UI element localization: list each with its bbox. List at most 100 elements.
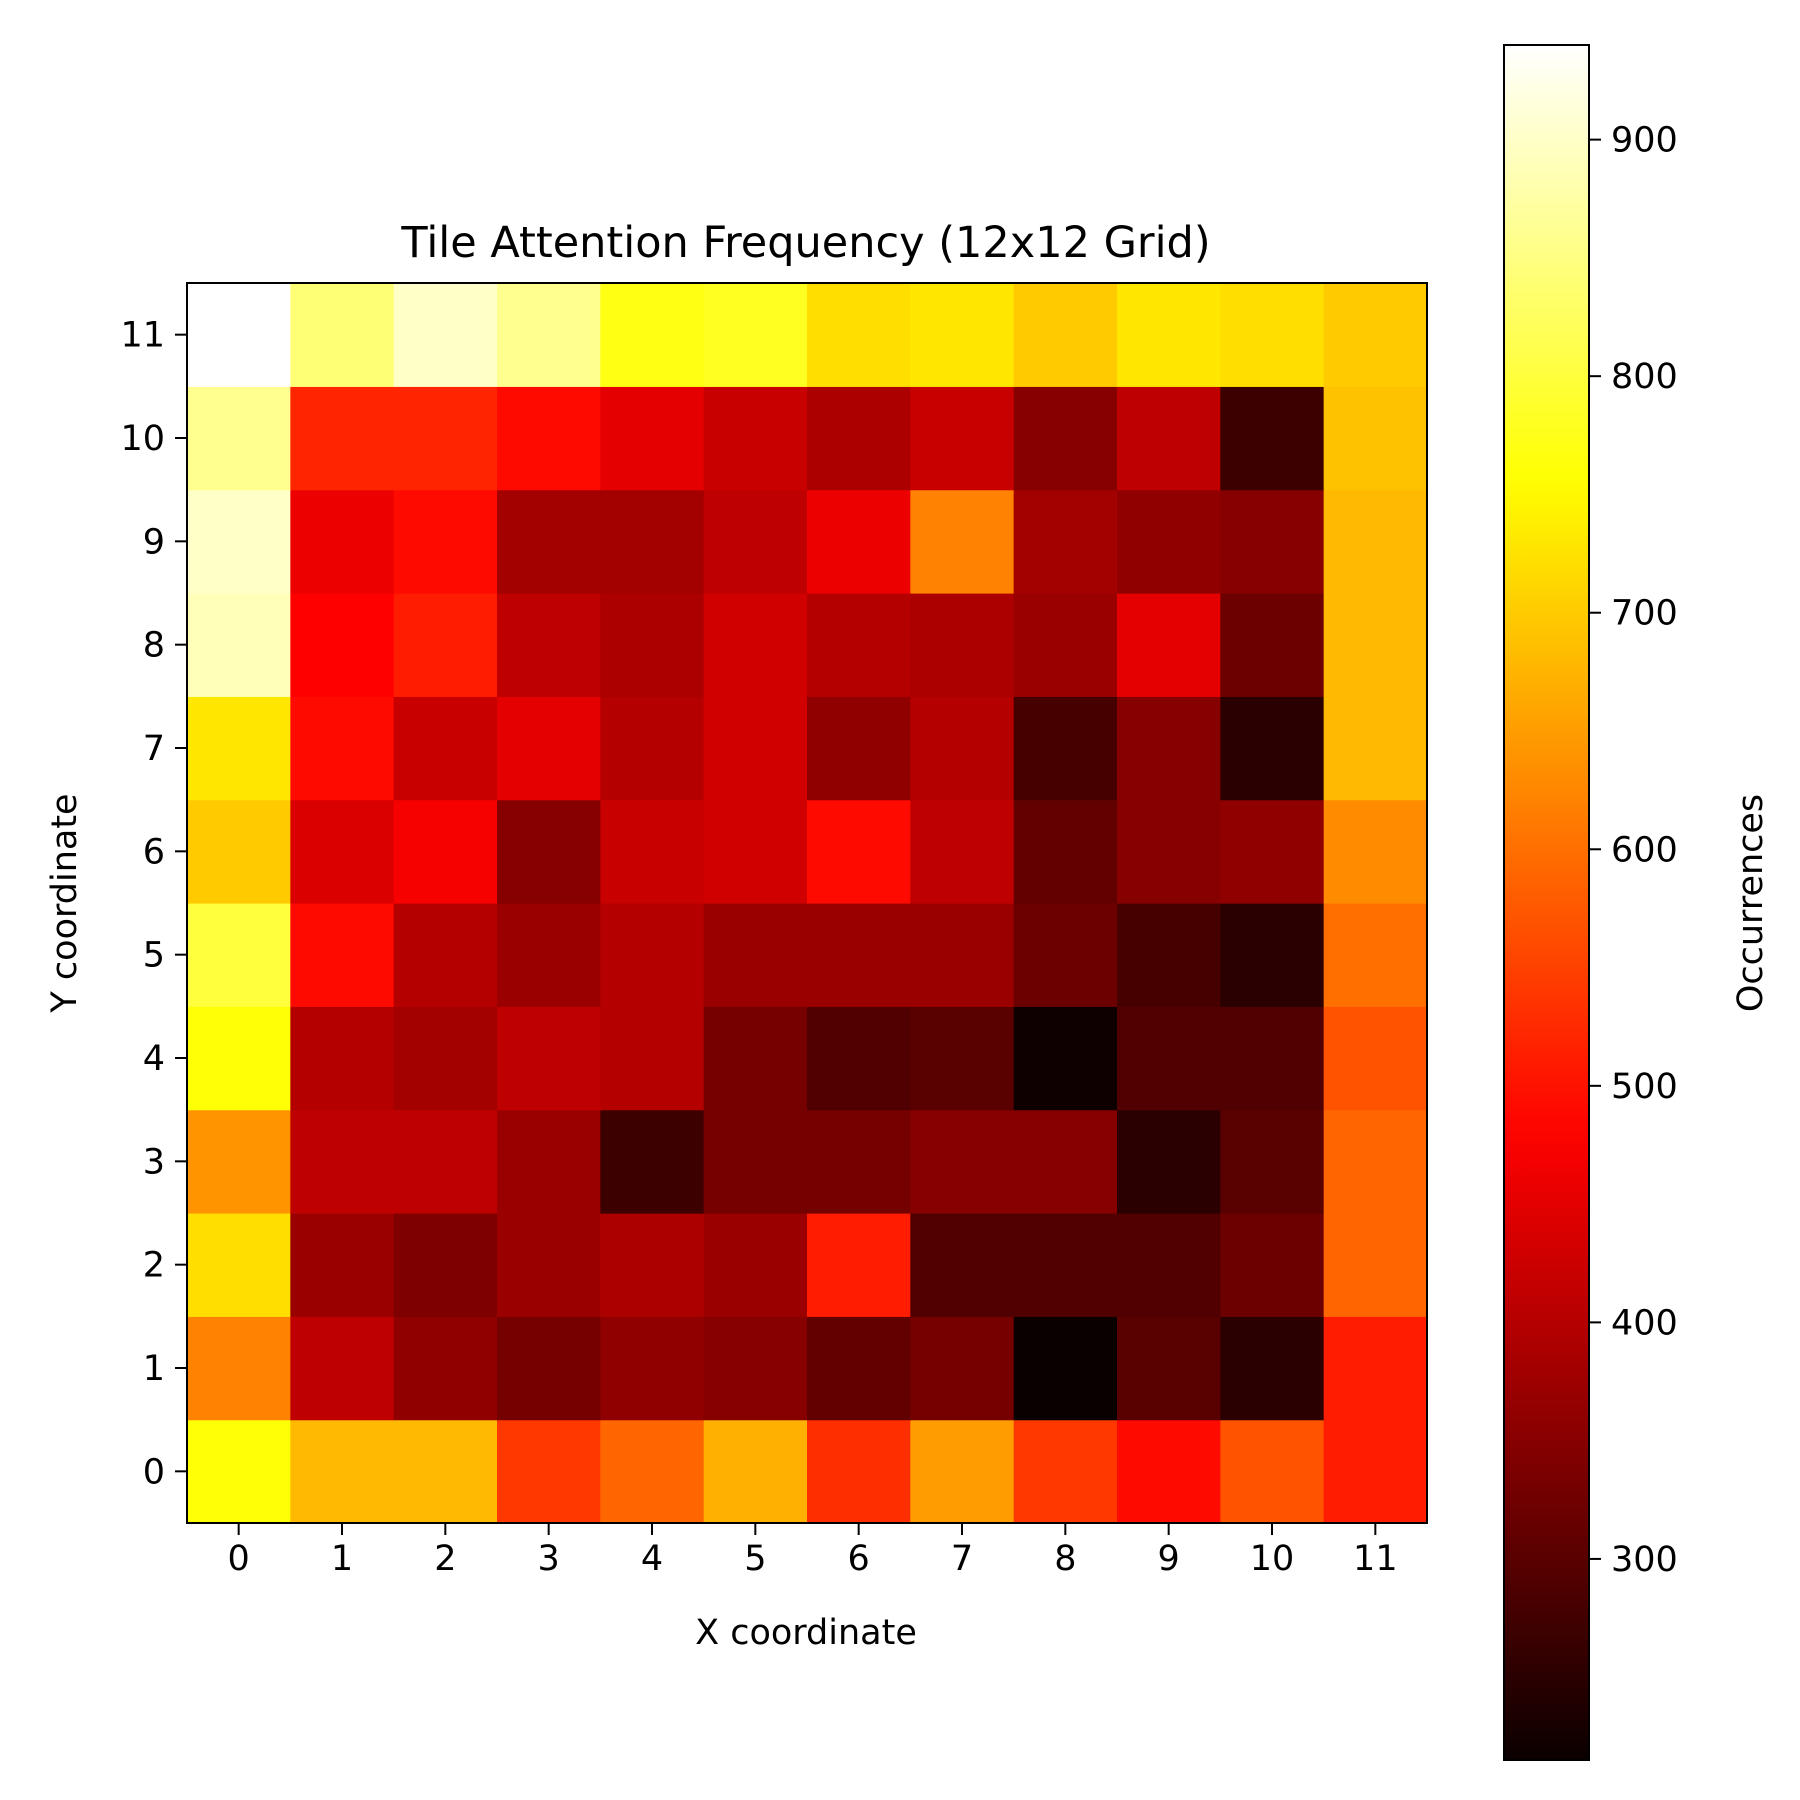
heatmap-cell [910, 386, 1015, 491]
heatmap-cell [290, 1006, 395, 1111]
y-tick-label: 2 [143, 1246, 165, 1286]
heatmap-cell [1323, 903, 1428, 1007]
heatmap-cell [393, 696, 498, 801]
x-tick-label: 6 [848, 1539, 870, 1579]
heatmap-cell [1323, 1316, 1428, 1421]
heatmap-cell [1220, 489, 1325, 594]
heatmap-cell [703, 593, 808, 697]
heatmap-cell [290, 386, 395, 491]
plot-frame [186, 282, 1428, 1524]
heatmap-cell [910, 1006, 1015, 1111]
heatmap-cell [703, 799, 808, 904]
x-axis-ticks: 0 1 2 3 4 5 6 7 8 9 10 11 [228, 1523, 1398, 1579]
heatmap-cell [1323, 593, 1428, 697]
heatmap-cell [1220, 903, 1325, 1007]
y-tick-label: 6 [143, 832, 165, 872]
heatmap-cell [910, 1213, 1015, 1317]
chart-title: Tile Attention Frequency (12x12 Grid) [400, 218, 1210, 268]
heatmap-cell [1013, 903, 1118, 1007]
heatmap-cell [703, 1006, 808, 1111]
x-tick-label: 0 [228, 1539, 250, 1579]
heatmap-cell [1013, 799, 1118, 904]
heatmap-cell [1220, 1419, 1325, 1524]
heatmap-cell [187, 1213, 291, 1317]
heatmap-cell [600, 1006, 705, 1111]
heatmap-cell [497, 1006, 601, 1111]
y-axis-ticks: 0 1 2 3 4 5 6 7 8 9 10 11 [120, 316, 187, 1492]
heatmap-cell [600, 696, 705, 801]
y-tick-label: 5 [143, 936, 165, 976]
heatmap-cell [703, 386, 808, 491]
heatmap-cell [497, 1213, 601, 1317]
heatmap-cell [1220, 799, 1325, 904]
heatmap-cell [187, 283, 291, 387]
heatmap-cell [703, 489, 808, 594]
y-tick-label: 4 [143, 1039, 165, 1079]
y-tick-label: 10 [120, 419, 165, 459]
heatmap-cell [600, 386, 705, 491]
heatmap-cell [497, 489, 601, 594]
y-axis-label: Y coordinate [45, 793, 85, 1013]
heatmap-cell [1220, 1213, 1325, 1317]
heatmap-cell [187, 1419, 291, 1524]
heatmap-cell [807, 1006, 911, 1111]
heatmap-cell [187, 593, 291, 697]
heatmap-cell [393, 1316, 498, 1421]
heatmap-cell [497, 283, 601, 387]
heatmap-cell [600, 1316, 705, 1421]
heatmap-cell [1220, 386, 1325, 491]
colorbar-tick-label: 600 [1611, 830, 1678, 870]
heatmap-cell [1220, 696, 1325, 801]
heatmap-cell [290, 1109, 395, 1214]
heatmap-cell [1013, 696, 1118, 801]
heatmap-cell [910, 903, 1015, 1007]
heatmap-cell [600, 1109, 705, 1214]
heatmap-cell [290, 696, 395, 801]
heatmap-cell [910, 283, 1015, 387]
heatmap-cell [497, 1109, 601, 1214]
heatmap-cell [1323, 283, 1428, 387]
heatmap-cell [1220, 1109, 1325, 1214]
heatmap-cell [703, 1316, 808, 1421]
x-tick-label: 9 [1158, 1539, 1180, 1579]
x-tick-label: 11 [1353, 1539, 1398, 1579]
heatmap-cell [807, 386, 911, 491]
x-tick-label: 5 [744, 1539, 766, 1579]
colorbar-tick-label: 900 [1611, 121, 1678, 161]
heatmap-cell [497, 1419, 601, 1524]
heatmap-cell [393, 799, 498, 904]
heatmap-cell [910, 1316, 1015, 1421]
heatmap-cell [1013, 1419, 1118, 1524]
heatmap-cell [290, 489, 395, 594]
heatmap-cell [1117, 799, 1221, 904]
heatmap-cell [807, 489, 911, 594]
heatmap-cell [1323, 696, 1428, 801]
heatmap-cell [1323, 489, 1428, 594]
heatmap-cell [187, 1316, 291, 1421]
heatmap-cell [290, 799, 395, 904]
heatmap-cell [187, 903, 291, 1007]
heatmap-cell [1117, 593, 1221, 697]
heatmap-cell [290, 1316, 395, 1421]
heatmap-cell [1013, 1316, 1118, 1421]
heatmap-cell [703, 903, 808, 1007]
colorbar-tick-label: 300 [1611, 1540, 1678, 1580]
heatmap-cell [393, 283, 498, 387]
heatmap-cells [187, 283, 1428, 1524]
heatmap-cell [807, 1213, 911, 1317]
heatmap-cell [1117, 1419, 1221, 1524]
x-tick-label: 7 [951, 1539, 973, 1579]
heatmap-cell [1117, 386, 1221, 491]
x-tick-label: 4 [641, 1539, 663, 1579]
heatmap-cell [1323, 1006, 1428, 1111]
heatmap-cell [393, 1419, 498, 1524]
heatmap-cell [187, 1109, 291, 1214]
heatmap-cell [497, 799, 601, 904]
heatmap-cell [1013, 1006, 1118, 1111]
colorbar-tick-label: 500 [1611, 1067, 1678, 1107]
heatmap-cell [1013, 283, 1118, 387]
heatmap-cell [1013, 593, 1118, 697]
heatmap-cell [703, 1213, 808, 1317]
y-tick-label: 1 [143, 1349, 165, 1389]
heatmap-cell [393, 593, 498, 697]
